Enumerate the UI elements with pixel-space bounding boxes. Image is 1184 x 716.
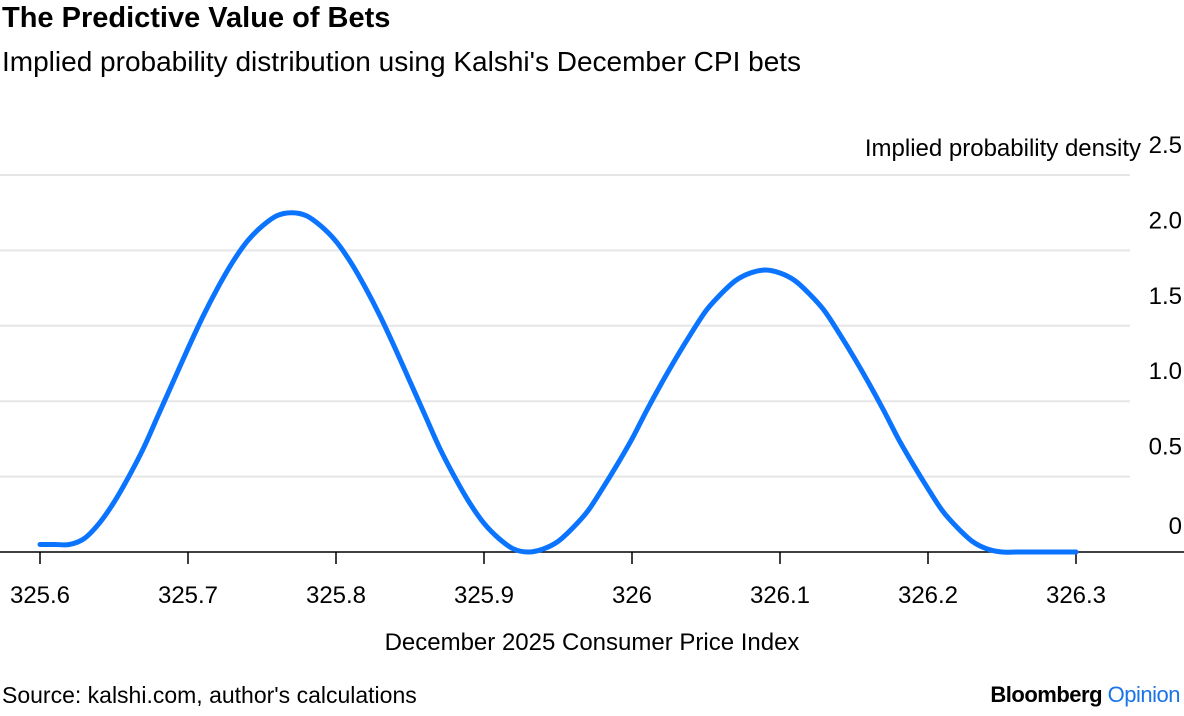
y-axis-label: Implied probability density bbox=[865, 135, 1141, 162]
y-tick-label: 0.5 bbox=[1149, 434, 1182, 461]
x-tick-label: 326.2 bbox=[898, 582, 958, 609]
x-tick-label: 325.6 bbox=[10, 582, 70, 609]
source-note: Source: kalshi.com, author's calculation… bbox=[2, 682, 417, 708]
y-tick-label: 0 bbox=[1169, 513, 1182, 540]
x-tick-label: 325.7 bbox=[158, 582, 218, 609]
x-tick-label: 326 bbox=[612, 582, 652, 609]
brand-logo: Bloomberg Opinion bbox=[990, 682, 1180, 707]
y-tick-label: 2.5 bbox=[1149, 132, 1182, 159]
y-tick-label: 1.5 bbox=[1149, 283, 1182, 310]
x-tick-label: 325.9 bbox=[454, 582, 514, 609]
x-tick-label: 325.8 bbox=[306, 582, 366, 609]
chart-plot: 0 0.5 1.0 1.5 2.0 2.5 Implied probability den… bbox=[0, 132, 1184, 656]
x-tick-label: 326.3 bbox=[1046, 582, 1106, 609]
series-line bbox=[37, 210, 1079, 555]
x-tick-label: 326.1 bbox=[750, 582, 810, 609]
x-axis-label: December 2025 Consumer Price Index bbox=[385, 629, 800, 656]
chart-title: The Predictive Value of Bets bbox=[2, 2, 391, 34]
chart-subtitle: Implied probability distribution using K… bbox=[2, 46, 802, 77]
y-tick-label: 2.0 bbox=[1149, 207, 1182, 234]
y-tick-label: 1.0 bbox=[1149, 358, 1182, 385]
